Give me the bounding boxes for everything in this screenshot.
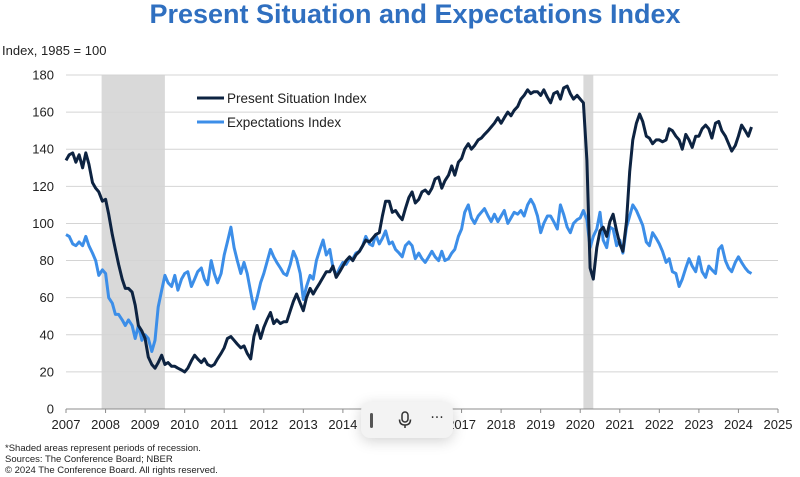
- x-tick-label: 2021: [605, 417, 634, 432]
- x-tick-label: 2008: [91, 417, 120, 432]
- x-tick-label: 2020: [566, 417, 595, 432]
- x-tick-label: 2012: [249, 417, 278, 432]
- x-tick-label: 2009: [131, 417, 160, 432]
- series-line-present-situation-index: [64, 84, 753, 374]
- y-tick-label: 180: [32, 68, 54, 83]
- microphone-icon[interactable]: [395, 410, 415, 430]
- x-tick-label: 2007: [52, 417, 81, 432]
- more-options-icon[interactable]: ···: [430, 410, 444, 426]
- axes: 0 20 40 60 80 100 120 140 160 180 2007 2008 2009 2010…: [32, 68, 792, 433]
- footnotes: *Shaded areas represent periods of reces…: [5, 443, 218, 476]
- series-line-expectations-index: [65, 197, 753, 353]
- x-tick-label: 2011: [210, 417, 238, 432]
- footnote-line: © 2024 The Conference Board. All rights …: [5, 465, 218, 476]
- x-tick-label: 2017: [447, 417, 476, 432]
- x-tick-label: 2014: [328, 417, 357, 432]
- floating-toolbar: ···: [361, 402, 453, 438]
- y-axis-label: Index, 1985 = 100: [2, 43, 106, 58]
- legend: Present Situation Index Expectations Inde…: [197, 91, 367, 130]
- legend-label: Present Situation Index: [227, 91, 367, 106]
- x-tick-label: 2025: [764, 417, 793, 432]
- recession-band-0: [101, 75, 165, 409]
- y-tick-label: 80: [40, 253, 54, 268]
- y-tick-label: 0: [47, 402, 54, 417]
- legend-label: Expectations Index: [227, 115, 341, 130]
- y-tick-label: 120: [32, 179, 54, 194]
- x-tick-label: 2024: [724, 417, 753, 432]
- x-tick-label: 2023: [684, 417, 713, 432]
- y-tick-label: 60: [40, 290, 54, 305]
- y-tick-label: 20: [40, 364, 54, 379]
- gridlines: [66, 74, 778, 373]
- grip-handle-icon[interactable]: [370, 413, 373, 428]
- y-tick-label: 140: [32, 142, 54, 157]
- y-tick-label: 100: [32, 216, 54, 231]
- x-tick-label: 2019: [526, 417, 555, 432]
- x-tick-label: 2013: [289, 417, 318, 432]
- x-tick-label: 2022: [645, 417, 674, 432]
- recession-shading: [101, 75, 594, 409]
- y-tick-label: 40: [40, 327, 54, 342]
- footnote-line: *Shaded areas represent periods of reces…: [5, 443, 201, 454]
- x-tick-label: 2010: [170, 417, 199, 432]
- y-tick-label: 160: [32, 105, 54, 120]
- chart-title: Present Situation and Expectations Index: [149, 0, 680, 29]
- footnote-line: Sources: The Conference Board; NBER: [5, 454, 173, 465]
- series-lines: [64, 84, 753, 374]
- x-tick-label: 2018: [487, 417, 516, 432]
